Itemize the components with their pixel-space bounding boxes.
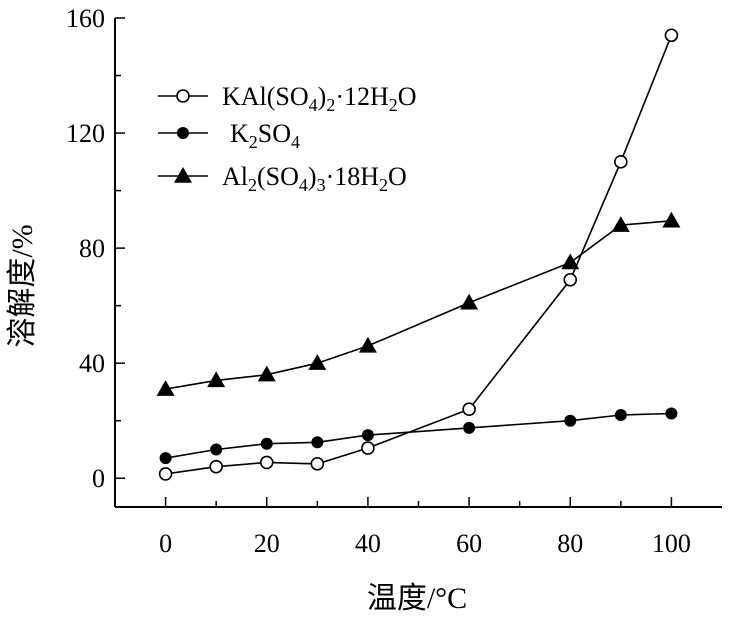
series-2 (156, 211, 681, 396)
series-1-point-4 (361, 429, 374, 442)
legend-label-0: KAl(SO4)2·12H2O (222, 82, 417, 115)
y-axis-title: 溶解度/% (6, 224, 39, 347)
y-tick-label-2: 80 (79, 234, 105, 263)
series-0-point-5 (462, 402, 476, 417)
series-1 (159, 407, 678, 465)
series-2-line (165, 220, 672, 390)
series-1-point-1 (210, 443, 223, 456)
series-1-point-0 (159, 452, 172, 465)
series-1-line (165, 412, 672, 459)
series-0-point-2 (259, 455, 274, 470)
x-tick-label-0: 0 (159, 529, 172, 558)
x-tick-label-5: 100 (652, 529, 691, 558)
x-axis-title: 温度/°C (367, 582, 467, 615)
y-tick-label-3: 120 (66, 119, 105, 148)
x-tick-label-3: 60 (456, 529, 482, 558)
legend-label-1: K2SO4 (230, 119, 300, 152)
series-1-point-8 (665, 407, 678, 420)
legend-item-2: Al2(SO4)3·18H2O (158, 162, 407, 195)
legend-marker-0 (176, 89, 190, 103)
y-tick-label-0: 0 (92, 464, 105, 493)
series-0 (158, 28, 679, 481)
legend-item-0: KAl(SO4)2·12H2O (158, 82, 417, 115)
series-0-point-1 (209, 459, 223, 474)
series-2-point-8 (662, 211, 681, 228)
series-0-point-4 (361, 441, 375, 455)
series-0-point-0 (158, 467, 173, 481)
y-tick-label-1: 40 (79, 349, 105, 378)
legend-marker-2 (174, 167, 192, 183)
series-2-point-0 (156, 380, 175, 396)
series-0-point-7 (614, 155, 628, 169)
series-2-point-1 (207, 371, 226, 388)
series-0-point-3 (310, 457, 325, 471)
series-1-point-5 (463, 421, 476, 434)
series-1-point-3 (311, 436, 324, 449)
series-1-point-6 (564, 414, 577, 427)
series-1-point-2 (260, 437, 273, 450)
series-2-point-2 (257, 365, 276, 382)
x-tick-label-2: 40 (355, 529, 381, 558)
series-2-point-5 (460, 293, 479, 310)
series-0-point-6 (563, 272, 578, 287)
legend: KAl(SO4)2·12H2O K2SO4 Al2(SO4)3·18H2O (158, 82, 417, 195)
axes: 0 40 80 120 160 0 20 40 60 80 100 (66, 4, 722, 558)
series-2-point-7 (611, 216, 630, 232)
x-tick-label-4: 80 (557, 529, 583, 558)
legend-item-1: K2SO4 (158, 119, 300, 152)
series-2-point-3 (308, 354, 327, 370)
legend-marker-1 (177, 127, 189, 139)
series-group (156, 28, 681, 481)
series-2-point-4 (358, 336, 377, 353)
legend-label-2: Al2(SO4)3·18H2O (222, 162, 407, 195)
series-0-point-8 (664, 28, 679, 43)
series-2-point-6 (561, 253, 580, 270)
y-tick-label-4: 160 (66, 4, 105, 33)
x-tick-label-1: 20 (254, 529, 280, 558)
series-1-point-7 (614, 408, 627, 421)
